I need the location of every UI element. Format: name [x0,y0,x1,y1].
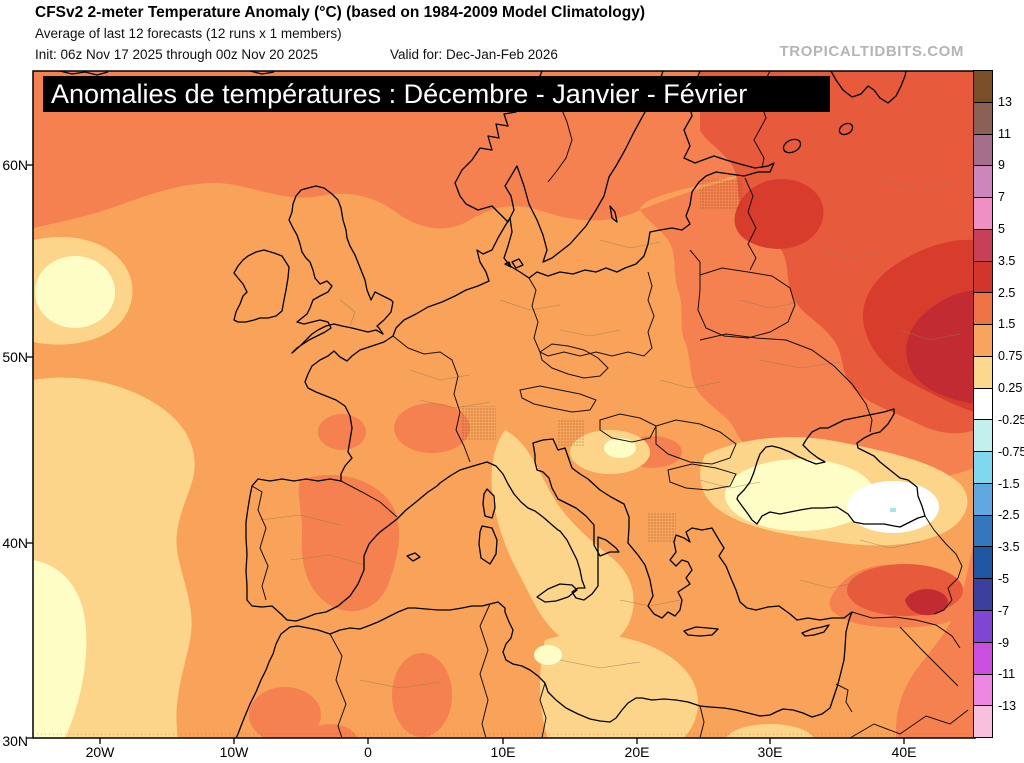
colorbar-tick-label: 9 [998,158,1005,172]
colorbar-tick-label: -0.75 [998,445,1024,459]
colorbar-band [974,357,992,389]
colorbar-band [974,484,992,516]
colorbar-band [974,166,992,198]
colorbar-band [974,516,992,548]
y-axis-label: 40N [0,535,28,551]
colorbar-band [974,706,992,737]
colorbar-tick-label: -7 [998,604,1009,618]
colorbar-tick-label: 1.5 [998,317,1015,331]
x-axis-label: 20E [625,744,650,760]
colorbar-tick-label: 3.5 [998,254,1015,268]
colorbar-tick-label: 5 [998,222,1005,236]
x-axis-label: 30E [758,744,783,760]
colorbar-tick-label: 0.75 [998,349,1022,363]
colorbar-band [974,547,992,579]
y-axis-label: 30N [0,733,28,749]
x-axis-label: 20W [86,744,115,760]
x-axis-label: 40E [892,744,917,760]
colorbar-band [974,452,992,484]
europe-anomaly-map [0,0,1024,763]
colorbar-band [974,611,992,643]
colorbar-band [974,198,992,230]
colorbar-tick-label: -13 [998,699,1016,713]
colorbar-band [974,135,992,167]
y-axis-label: 60N [0,157,28,173]
colorbar-band [974,71,992,103]
colorbar-tick-label: -3.5 [998,540,1020,554]
colorbar-tick-label: 2.5 [998,286,1015,300]
weather-map-figure: CFSv2 2-meter Temperature Anomaly (°C) (… [0,0,1024,763]
colorbar-band [974,579,992,611]
x-axis-label: 10E [491,744,516,760]
colorbar-tick-label: 7 [998,190,1005,204]
colorbar-band [974,325,992,357]
x-axis-label: 10W [220,744,249,760]
shade-cyan-dot [890,508,896,512]
colorbar-tick-label: 13 [998,95,1012,109]
colorbar-band [974,389,992,421]
colorbar-band [974,262,992,294]
colorbar-band [974,293,992,325]
colorbar-tick-label: 0.25 [998,381,1022,395]
colorbar-tick-label: -0.25 [998,413,1024,427]
y-axis-label: 50N [0,349,28,365]
colorbar-tick-label: 11 [998,127,1011,141]
colorbar-band [974,103,992,135]
colorbar-tick-label: -2.5 [998,508,1020,522]
colorbar-tick-label: -9 [998,636,1009,650]
colorbar-band [974,675,992,707]
x-axis-label: 0 [364,744,372,760]
colorbar-tick-label: -1.5 [998,477,1020,491]
colorbar-band [974,420,992,452]
french-title-banner: Anomalies de températures : Décembre - J… [43,76,830,112]
colorbar-band [974,230,992,262]
colorbar-tick-label: -11 [998,667,1015,681]
colorbar-tick-label: -5 [998,572,1009,586]
anomaly-colorbar [973,70,993,738]
colorbar-band [974,643,992,675]
